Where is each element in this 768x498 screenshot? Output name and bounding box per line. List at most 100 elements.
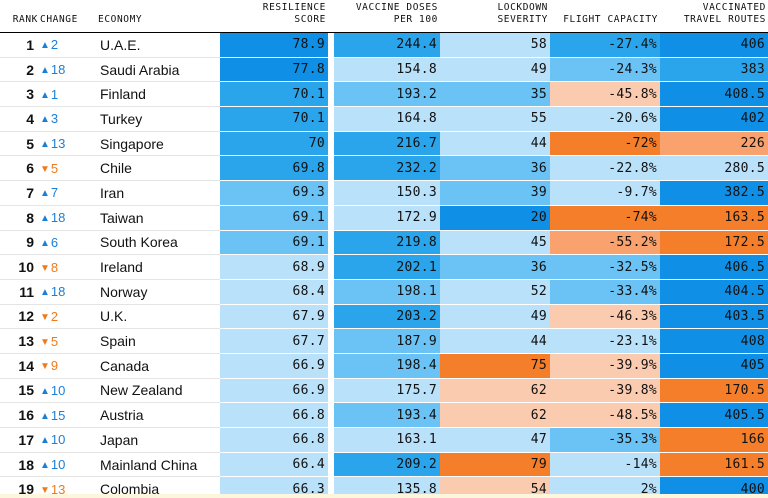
change-cell: ▼5	[40, 156, 98, 182]
resilience-score-cell: 66.9	[220, 378, 328, 404]
vaccine-doses-cell: 187.9	[334, 329, 440, 354]
flight-capacity-cell: -32.5%	[550, 255, 660, 280]
economy-cell: Austria	[98, 403, 220, 428]
change-cell: ▲18	[40, 206, 98, 231]
table-row[interactable]: 1 ▲2 U.A.E. 78.9 244.4 58 -27.4% 406	[0, 33, 768, 58]
vaccinated-travel-routes-cell: 408.5	[660, 82, 768, 108]
vaccinated-travel-routes-cell: 280.5	[660, 156, 768, 182]
lockdown-severity-cell: 45	[440, 230, 550, 256]
lockdown-severity-cell: 36	[440, 156, 550, 182]
change-value: 10	[50, 432, 66, 448]
vaccine-doses-cell: 175.7	[334, 378, 440, 404]
lockdown-severity-cell: 62	[440, 378, 550, 404]
rank-up-arrow-icon: ▲	[40, 435, 50, 447]
economy-cell: Colombia	[98, 477, 220, 498]
rank-down-arrow-icon: ▼	[40, 336, 50, 348]
lockdown-severity-cell: 47	[440, 428, 550, 453]
economy-cell: Norway	[98, 280, 220, 305]
rank-up-arrow-icon: ▲	[40, 114, 50, 126]
table-row[interactable]: 13 ▼5 Spain 67.7 187.9 44 -23.1% 408	[0, 329, 768, 354]
rank-cell: 17	[0, 428, 40, 453]
table-row[interactable]: 9 ▲6 South Korea 69.1 219.8 45 -55.2% 172.5	[0, 230, 768, 256]
table-row[interactable]: 10 ▼8 Ireland 68.9 202.1 36 -32.5% 406.5	[0, 255, 768, 280]
vaccinated-travel-routes-cell: 226	[660, 131, 768, 157]
change-cell: ▲10	[40, 453, 98, 478]
vaccinated-travel-routes-cell: 166	[660, 428, 768, 453]
table-row[interactable]: 4 ▲3 Turkey 70.1 164.8 55 -20.6% 402	[0, 107, 768, 132]
lockdown-severity-cell: 44	[440, 131, 550, 157]
table-row[interactable]: 2 ▲18 Saudi Arabia 77.8 154.8 49 -24.3% 383	[0, 57, 768, 83]
change-cell: ▲6	[40, 231, 98, 256]
table-row[interactable]: 15 ▲10 New Zealand 66.9 175.7 62 -39.8% 170.5	[0, 378, 768, 404]
vaccine-doses-cell: 193.4	[334, 403, 440, 428]
vaccine-header-line2: PER 100	[393, 14, 438, 25]
resilience-score-cell: 69.1	[220, 205, 328, 231]
column-gap	[328, 329, 334, 354]
flight-capacity-header[interactable]: FLIGHT CAPACITY	[550, 0, 660, 33]
lockdown-severity-cell: 79	[440, 452, 550, 478]
table-row[interactable]: 18 ▲10 Mainland China 66.4 209.2 79 -14% 161.5	[0, 452, 768, 478]
table-row[interactable]: 16 ▲15 Austria 66.8 193.4 62 -48.5% 405.5	[0, 403, 768, 428]
economy-cell: Spain	[98, 329, 220, 354]
rank-cell: 15	[0, 379, 40, 404]
resilience-score-cell: 70.1	[220, 82, 328, 108]
column-gap	[328, 378, 334, 404]
resilience-score-header[interactable]: RESILIENCE SCORE	[220, 0, 328, 33]
lockdown-severity-cell: 58	[440, 33, 550, 58]
table-row[interactable]: 19 ▼13 Colombia 66.3 135.8 54 2% 400	[0, 477, 768, 498]
flight-capacity-cell: -23.1%	[550, 329, 660, 354]
change-cell: ▲18	[40, 280, 98, 305]
resilience-score-cell: 66.3	[220, 477, 328, 498]
rank-cell: 14	[0, 354, 40, 379]
economy-cell: Finland	[98, 82, 220, 108]
resilience-score-cell: 68.4	[220, 279, 328, 305]
economy-header[interactable]: ECONOMY	[98, 0, 220, 33]
resilience-score-cell: 67.9	[220, 304, 328, 330]
vaccinated-travel-routes-cell: 163.5	[660, 205, 768, 231]
vaccinated-travel-routes-cell: 382.5	[660, 181, 768, 206]
table-row[interactable]: 6 ▼5 Chile 69.8 232.2 36 -22.8% 280.5	[0, 156, 768, 182]
lockdown-severity-cell: 44	[440, 329, 550, 354]
change-cell: ▼9	[40, 354, 98, 379]
change-header[interactable]: CHANGE	[40, 0, 98, 33]
economy-cell: Ireland	[98, 255, 220, 280]
flight-capacity-cell: -24.3%	[550, 57, 660, 83]
column-gap	[328, 353, 334, 379]
rank-down-arrow-icon: ▼	[40, 484, 50, 496]
rank-up-arrow-icon: ▲	[40, 89, 50, 101]
economy-cell: Japan	[98, 428, 220, 453]
column-gap	[328, 33, 334, 58]
lockdown-severity-header[interactable]: LOCKDOWN SEVERITY	[440, 0, 550, 33]
table-row[interactable]: 3 ▲1 Finland 70.1 193.2 35 -45.8% 408.5	[0, 82, 768, 108]
vaccine-doses-cell: 193.2	[334, 82, 440, 108]
rank-cell: 18	[0, 453, 40, 478]
resilience-header-line1: RESILIENCE	[262, 2, 326, 13]
table-row[interactable]: 8 ▲18 Taiwan 69.1 172.9 20 -74% 163.5	[0, 205, 768, 231]
resilience-score-cell: 66.4	[220, 452, 328, 478]
rank-cell: 8	[0, 206, 40, 231]
table-row[interactable]: 12 ▼2 U.K. 67.9 203.2 49 -46.3% 403.5	[0, 304, 768, 330]
vaccine-doses-header[interactable]: VACCINE DOSES PER 100	[334, 0, 440, 33]
resilience-score-cell: 77.8	[220, 57, 328, 83]
vaccinated-travel-routes-cell: 383	[660, 57, 768, 83]
vaccinated-travel-routes-cell: 170.5	[660, 378, 768, 404]
column-gap	[328, 452, 334, 478]
lockdown-severity-cell: 49	[440, 57, 550, 83]
lockdown-severity-cell: 49	[440, 304, 550, 330]
table-row[interactable]: 7 ▲7 Iran 69.3 150.3 39 -9.7% 382.5	[0, 181, 768, 206]
table-row[interactable]: 17 ▲10 Japan 66.8 163.1 47 -35.3% 166	[0, 428, 768, 453]
vaccinated-travel-routes-header[interactable]: VACCINATED TRAVEL ROUTES	[660, 0, 768, 33]
resilience-score-cell: 66.8	[220, 403, 328, 428]
table-row[interactable]: 11 ▲18 Norway 68.4 198.1 52 -33.4% 404.5	[0, 279, 768, 305]
column-gap	[328, 82, 334, 108]
table-row[interactable]: 14 ▼9 Canada 66.9 198.4 75 -39.9% 405	[0, 353, 768, 379]
column-gap	[328, 131, 334, 157]
table-row[interactable]: 5 ▲13 Singapore 70 216.7 44 -72% 226	[0, 131, 768, 157]
flight-capacity-cell: -20.6%	[550, 107, 660, 132]
rank-header[interactable]: RANK	[0, 0, 40, 33]
economy-cell: New Zealand	[98, 379, 220, 404]
lockdown-severity-cell: 75	[440, 353, 550, 379]
resilience-header-line2: SCORE	[294, 14, 326, 25]
rank-up-arrow-icon: ▲	[40, 213, 50, 225]
